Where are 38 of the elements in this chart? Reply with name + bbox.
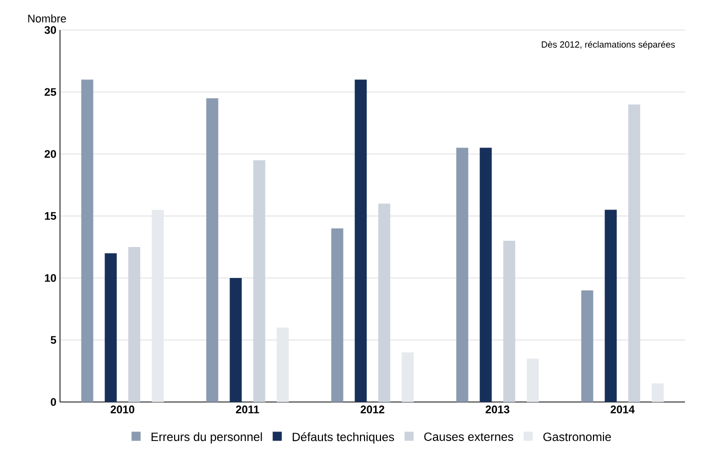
bar (378, 204, 390, 402)
bar (503, 240, 516, 402)
bar (331, 228, 344, 402)
legend-label: Erreurs du personnel (152, 432, 262, 444)
x-tick-label: 2010 (110, 406, 134, 414)
bar (456, 148, 468, 402)
x-tick-label: 2013 (486, 406, 510, 414)
bar (581, 290, 594, 402)
bar (253, 160, 266, 402)
y-tick-label: 5 (50, 336, 56, 344)
bar (480, 148, 492, 402)
bar (206, 98, 218, 402)
y-tick-label: 30 (44, 26, 56, 34)
legend-label: Défauts techniques (292, 432, 394, 444)
x-tick-label: 2014 (610, 406, 635, 414)
bar (354, 80, 367, 402)
bar (526, 358, 539, 402)
bar (230, 278, 242, 402)
x-tick-label: 2011 (236, 406, 260, 414)
y-tick-label: 20 (44, 150, 56, 158)
y-tick-label: 15 (44, 212, 56, 220)
bar (104, 253, 117, 402)
x-tick-label: 2012 (360, 406, 384, 414)
bar (652, 383, 664, 402)
annotation: Dès 2012, réclamations séparées (542, 40, 675, 50)
legend-label: Gastronomie (543, 432, 611, 442)
bar (628, 104, 640, 402)
y-tick-label: 10 (44, 274, 56, 282)
legend-label: Causes externes (424, 432, 514, 441)
bar (152, 210, 164, 402)
bar (128, 246, 140, 402)
bar (276, 328, 289, 402)
y-tick-label: 25 (44, 88, 56, 96)
bar (604, 210, 617, 402)
bar (402, 352, 414, 402)
bar (81, 80, 94, 402)
y-axis-title: Nombre (28, 14, 66, 22)
y-tick-label: 0 (50, 398, 56, 406)
